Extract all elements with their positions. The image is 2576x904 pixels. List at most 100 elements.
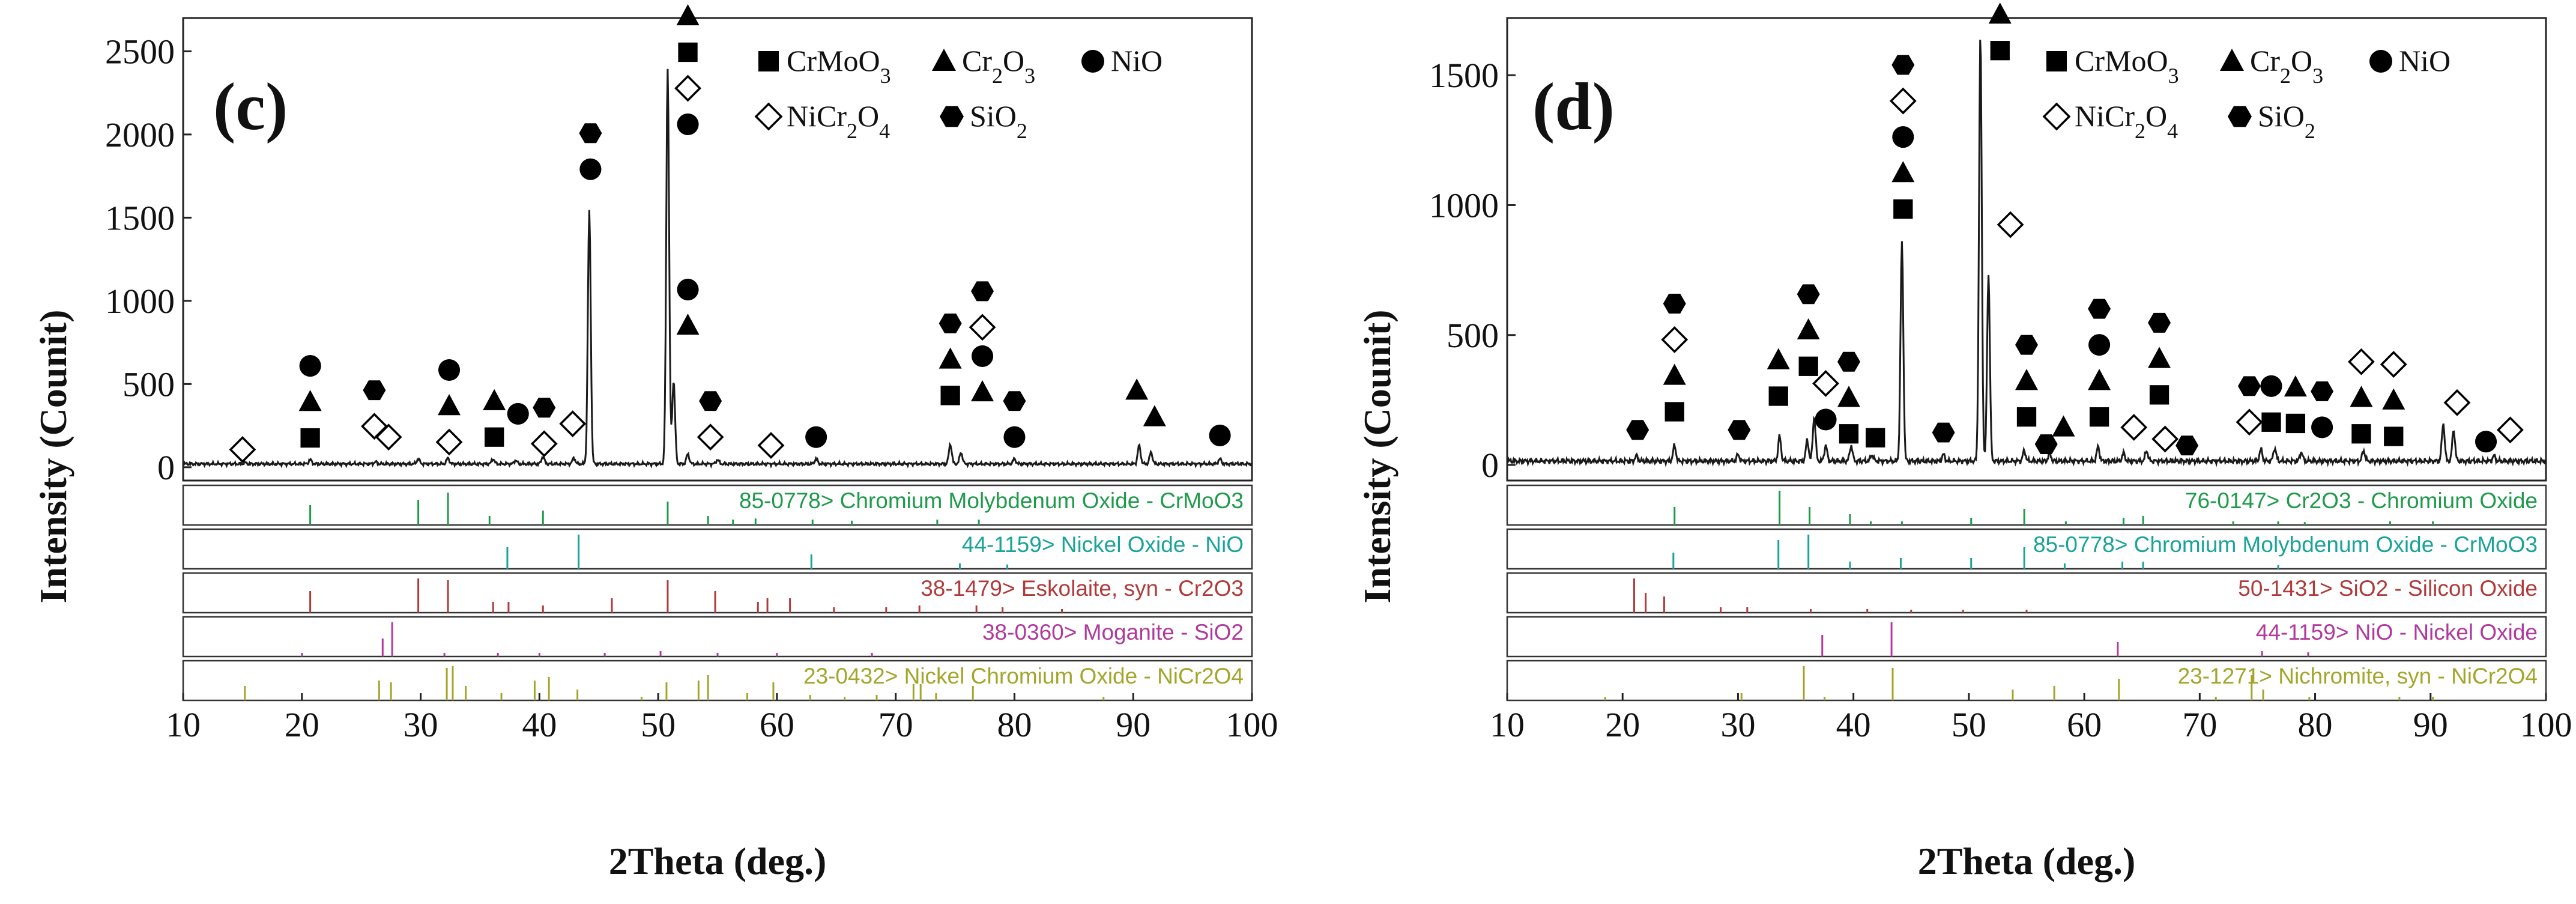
panel-c-marker-stack — [1143, 405, 1166, 426]
panel-c-xtick-label: 100 — [1226, 705, 1278, 744]
panel-d-marker-stack — [2120, 414, 2148, 441]
panel-d-square-marker — [2285, 413, 2306, 434]
panel-c-marker-stack — [559, 410, 587, 437]
panel-d-hexagon-marker — [2015, 335, 2038, 355]
panel-c-ytick-label: 500 — [122, 365, 175, 404]
panel-d-diamond-marker — [2496, 416, 2524, 444]
panel-d-marker-stack — [1797, 284, 1820, 376]
panel-d-triangle-marker — [1891, 161, 1915, 183]
panel-c-ytick-label: 1500 — [105, 198, 175, 237]
panel-d-ytick-label: 1500 — [1429, 56, 1499, 95]
panel-d-circle-marker — [2475, 431, 2497, 453]
panel-d-diamond-marker — [1889, 87, 1917, 115]
reference-pattern-label: 85-0778> Chromium Molybdenum Oxide - CrM… — [739, 488, 1244, 513]
panel-d-hexagon-marker — [2088, 299, 2111, 319]
panel-c-square-marker — [300, 428, 320, 448]
legend-entry-nicr2o4: NiCr2O4 — [2042, 99, 2178, 143]
panel-d-marker-stack — [1932, 422, 1955, 443]
panel-d-reference-pattern: 44-1159> NiO - Nickel Oxide — [1506, 616, 2547, 658]
panel-d-marker-stack — [2015, 335, 2038, 427]
panel-d-marker-stack — [1889, 55, 1917, 219]
panel-d-x-axis-title: 2Theta (deg.) — [1918, 840, 2136, 882]
legend-square-icon — [2046, 51, 2067, 71]
panel-d-marker-stack — [2088, 299, 2111, 427]
panel-d-hexagon-marker — [1837, 351, 1860, 372]
panel-c-hexagon-marker — [1003, 391, 1026, 411]
panel-d-xtick-label: 100 — [2520, 705, 2572, 744]
panel-d-ytick-label: 500 — [1447, 316, 1499, 355]
panel-c-diamond-marker — [559, 410, 587, 437]
panel-d-marker-stack — [2284, 375, 2307, 434]
panel-c-triangle-marker — [1143, 405, 1166, 426]
panel-d-hexagon-marker — [2034, 434, 2058, 455]
panel-c-main-frame — [182, 17, 1253, 482]
panel-d-marker-stack — [2148, 312, 2171, 405]
reference-pattern-label: 23-0432> Nickel Chromium Oxide - NiCr2O4 — [803, 664, 1244, 688]
panel-c-reference-pattern: 23-0432> Nickel Chromium Oxide - NiCr2O4 — [182, 660, 1253, 702]
legend-diamond-icon — [754, 102, 783, 131]
panel-d-main-frame — [1506, 17, 2547, 482]
legend-hexagon-icon — [940, 106, 964, 127]
panel-d-xtick-label: 30 — [1720, 705, 1755, 744]
panel-c-xtick-label: 20 — [285, 705, 319, 744]
panel-d-marker-stack — [2348, 348, 2375, 444]
panel-c-marker-stack — [1125, 378, 1149, 400]
panel-c-marker-stack — [375, 423, 402, 451]
panel-d-hexagon-marker — [2237, 376, 2261, 396]
panel-c: (c) 0 500 1000 1500 2000 2500 CrMoO3 Cr2O3 NiO N… — [32, 4, 1278, 882]
legend-triangle-icon — [932, 49, 956, 71]
legend-entry-nicr2o4: NiCr2O4 — [754, 99, 890, 143]
panel-d-square-marker — [2016, 407, 2037, 427]
panel-d-xtick-label: 70 — [2182, 705, 2217, 744]
panel-d-marker-stack — [2496, 416, 2524, 444]
panel-c-y-axis-title: Intensity (Counit) — [32, 310, 74, 604]
legend-label: NiO — [1111, 44, 1163, 77]
panel-d-marker-stack — [1866, 428, 1885, 447]
panel-c-ytick-label: 1000 — [105, 282, 175, 321]
panel-d-marker-stack — [2260, 375, 2282, 432]
panel-d-reference-patterns: 76-0147> Cr2O3 - Chromium Oxide 85-0778> … — [1506, 484, 2547, 702]
panel-c-hexagon-marker — [939, 313, 962, 333]
panel-d-marker-stack — [2380, 351, 2407, 446]
panel-c-phase-markers — [229, 4, 1231, 463]
panel-d-marker-stack — [2236, 376, 2263, 436]
panel-d-circle-marker — [1815, 408, 1837, 431]
panel-c-circle-marker — [507, 402, 529, 425]
panel-d-triangle-marker — [2284, 375, 2307, 397]
panel-c-marker-stack — [360, 380, 388, 440]
panel-d-square-marker — [1866, 428, 1885, 447]
panel-d-circle-marker — [2311, 416, 2333, 438]
reference-pattern-label: 23-1271> Nichromite, syn - NiCr2O4 — [2178, 664, 2538, 688]
panel-d-xrd-pattern — [1507, 40, 2547, 468]
panel-d-diamond-marker — [1997, 211, 2024, 238]
panel-c-diamond-marker — [969, 314, 996, 341]
panel-d-square-marker — [1893, 199, 1913, 219]
panel-c-circle-marker — [1003, 426, 1026, 448]
panel-c-marker-stack — [697, 391, 724, 451]
panel-d-hexagon-marker — [2175, 435, 2199, 456]
legend-label: NiCr2O4 — [787, 99, 890, 143]
panel-c-marker-stack — [939, 313, 962, 405]
panel-c-marker-stack — [1003, 391, 1026, 448]
legend-entry-nio: NiO — [1081, 44, 1163, 77]
panel-c-ytick-label: 2500 — [105, 32, 175, 71]
panel-d-reference-pattern: 23-1271> Nichromite, syn - NiCr2O4 — [1506, 660, 2547, 702]
panel-c-circle-marker — [677, 113, 699, 136]
panel-d-marker-stack — [1767, 348, 1790, 406]
panel-d-xtick-label: 80 — [2298, 705, 2333, 744]
panel-c-triangle-marker — [298, 390, 322, 411]
panel-c-xrd-pattern — [183, 68, 1253, 469]
panel-c-marker-stack — [757, 432, 785, 459]
panel-d-y-axis-title: Intensity (Counit) — [1356, 310, 1398, 604]
panel-d-legend: CrMoO3 Cr2O3 NiO NiCr2O4 SiO2 — [2042, 44, 2451, 143]
panel-c-reference-pattern: 44-1159> Nickel Oxide - NiO — [182, 528, 1253, 570]
panel-d-phase-markers — [1626, 2, 2524, 456]
panel-c-marker-stack — [530, 398, 558, 458]
panel-c-y-axis: 0 500 1000 1500 2000 2500 — [105, 32, 192, 487]
reference-pattern-frame — [1506, 484, 2547, 526]
panel-c-square-marker — [678, 42, 698, 62]
panel-d-hexagon-marker — [2311, 381, 2334, 401]
reference-pattern-label: 44-1159> Nickel Oxide - NiO — [962, 532, 1244, 557]
panel-c-diamond-marker — [435, 428, 463, 456]
panel-c-triangle-marker — [676, 314, 700, 335]
